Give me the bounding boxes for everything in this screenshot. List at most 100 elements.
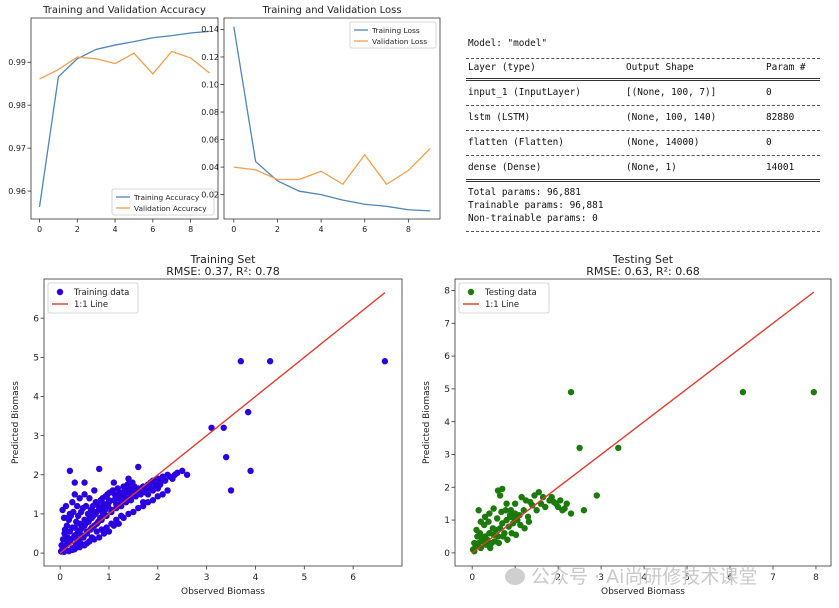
data-point bbox=[525, 518, 533, 525]
chart-2: 0 2 4 6 8 0.02 0.04 0.06 0.08 0.10 0.12 0.14 Trainin… bbox=[201, 5, 441, 234]
y-tick-label: 0.06 bbox=[201, 135, 219, 144]
scatter-points bbox=[57, 358, 389, 556]
data-point bbox=[144, 498, 152, 506]
x-tick-label: 2 bbox=[155, 573, 161, 583]
data-point bbox=[91, 508, 98, 516]
data-point bbox=[86, 495, 93, 502]
x-tick-label: 5 bbox=[301, 573, 307, 583]
x-tick-label: 2 bbox=[555, 573, 561, 583]
watermark-text: 公众号 · Ai尚研修技术课堂 bbox=[531, 566, 758, 588]
data-point bbox=[93, 528, 100, 535]
data-point bbox=[244, 408, 252, 416]
x-tick-label: 6 bbox=[727, 573, 733, 583]
summary-trainable: Trainable params: 96,881 bbox=[468, 200, 604, 211]
identity-line bbox=[59, 292, 386, 554]
plot-area bbox=[30, 17, 219, 220]
x-tick-label: 8 bbox=[406, 225, 411, 234]
data-point bbox=[227, 487, 235, 494]
data-point bbox=[139, 498, 147, 506]
x-tick-label: 5 bbox=[684, 573, 690, 583]
data-point bbox=[132, 493, 140, 500]
y-tick-label: 8 bbox=[444, 287, 450, 297]
data-point bbox=[147, 485, 154, 492]
model-summary: Model: "model" Layer (type) Output Shape… bbox=[462, 28, 824, 238]
data-point bbox=[69, 498, 76, 506]
data-point bbox=[593, 492, 601, 499]
chart-title: Training Set bbox=[190, 253, 257, 266]
summary-row: lstm (LSTM) (None, 100, 140) 82880 bbox=[468, 112, 820, 126]
y-tick-label: 2 bbox=[444, 483, 450, 493]
data-point bbox=[142, 489, 149, 496]
data-point bbox=[183, 471, 191, 478]
data-point bbox=[486, 510, 493, 517]
data-point bbox=[739, 388, 747, 396]
x-tick-label: 0 bbox=[469, 573, 475, 583]
chart-title: Training and Validation Accuracy bbox=[42, 5, 206, 16]
data-point bbox=[83, 540, 91, 547]
x-axis-label: Observed Biomass bbox=[601, 587, 685, 597]
x-tick-label: 3 bbox=[598, 573, 604, 583]
legend-box bbox=[111, 188, 215, 216]
legend-label: 1:1 Line bbox=[74, 300, 108, 310]
layer-shape: [(None, 100, 7)] bbox=[626, 87, 717, 98]
y-tick-label: 0.08 bbox=[201, 108, 219, 117]
data-point bbox=[108, 520, 115, 527]
chart-subtitle: RMSE: 0.37, R²: 0.78 bbox=[166, 265, 280, 278]
data-point bbox=[86, 512, 93, 520]
data-point bbox=[381, 358, 389, 365]
data-point bbox=[105, 497, 113, 504]
x-tick-label: 4 bbox=[641, 573, 647, 583]
series-line bbox=[233, 148, 431, 186]
data-point bbox=[208, 424, 215, 431]
data-point bbox=[117, 512, 125, 520]
data-point bbox=[557, 497, 564, 504]
layer-name: lstm (LSTM) bbox=[468, 112, 531, 123]
data-point bbox=[91, 487, 98, 494]
data-point bbox=[62, 502, 70, 510]
legend: Training Loss Validation Loss bbox=[349, 21, 437, 49]
data-point bbox=[95, 504, 103, 512]
data-point bbox=[121, 487, 128, 494]
y-tick-label: 0.96 bbox=[8, 187, 26, 196]
summary-rule bbox=[466, 105, 820, 106]
data-point bbox=[81, 491, 88, 498]
x-tick-label: 6 bbox=[350, 573, 356, 583]
data-point bbox=[70, 508, 77, 516]
data-point bbox=[100, 500, 108, 508]
data-point bbox=[495, 539, 503, 547]
data-point bbox=[122, 498, 130, 506]
data-point bbox=[485, 518, 492, 525]
x-tick-label: 6 bbox=[362, 225, 367, 234]
data-point bbox=[533, 507, 540, 514]
y-tick-label: 0.04 bbox=[201, 163, 219, 172]
summary-rule bbox=[466, 155, 820, 156]
layer-name: dense (Dense) bbox=[468, 162, 542, 173]
data-point bbox=[103, 524, 110, 531]
data-point bbox=[490, 505, 497, 512]
chart-title: Training and Validation Loss bbox=[261, 5, 401, 16]
data-point bbox=[130, 508, 137, 516]
summary-rule bbox=[466, 78, 820, 81]
data-point bbox=[76, 495, 83, 502]
y-tick-label: 3 bbox=[444, 451, 450, 461]
data-point bbox=[63, 522, 71, 529]
watermark: 公众号 · Ai尚研修技术课堂 bbox=[505, 562, 757, 589]
data-point bbox=[161, 477, 169, 484]
data-point bbox=[58, 542, 65, 549]
y-axis-label: Predicted Biomass bbox=[11, 381, 21, 464]
data-point bbox=[166, 473, 174, 480]
x-tick-label: 7 bbox=[770, 573, 776, 583]
legend: Training Accuracy Validation Accuracy bbox=[111, 188, 215, 216]
data-point bbox=[489, 525, 497, 532]
data-point bbox=[527, 498, 534, 506]
header-layer: Layer (type) bbox=[468, 62, 536, 73]
data-point bbox=[81, 479, 88, 486]
layer-name: flatten (Flatten) bbox=[468, 137, 564, 148]
layer-name: input_1 (InputLayer) bbox=[468, 87, 581, 98]
data-point bbox=[567, 388, 575, 396]
data-point bbox=[472, 543, 479, 550]
data-point bbox=[220, 424, 227, 431]
header-output-shape: Output Shape bbox=[626, 62, 694, 73]
legend: Testing data 1:1 Line bbox=[458, 282, 550, 314]
